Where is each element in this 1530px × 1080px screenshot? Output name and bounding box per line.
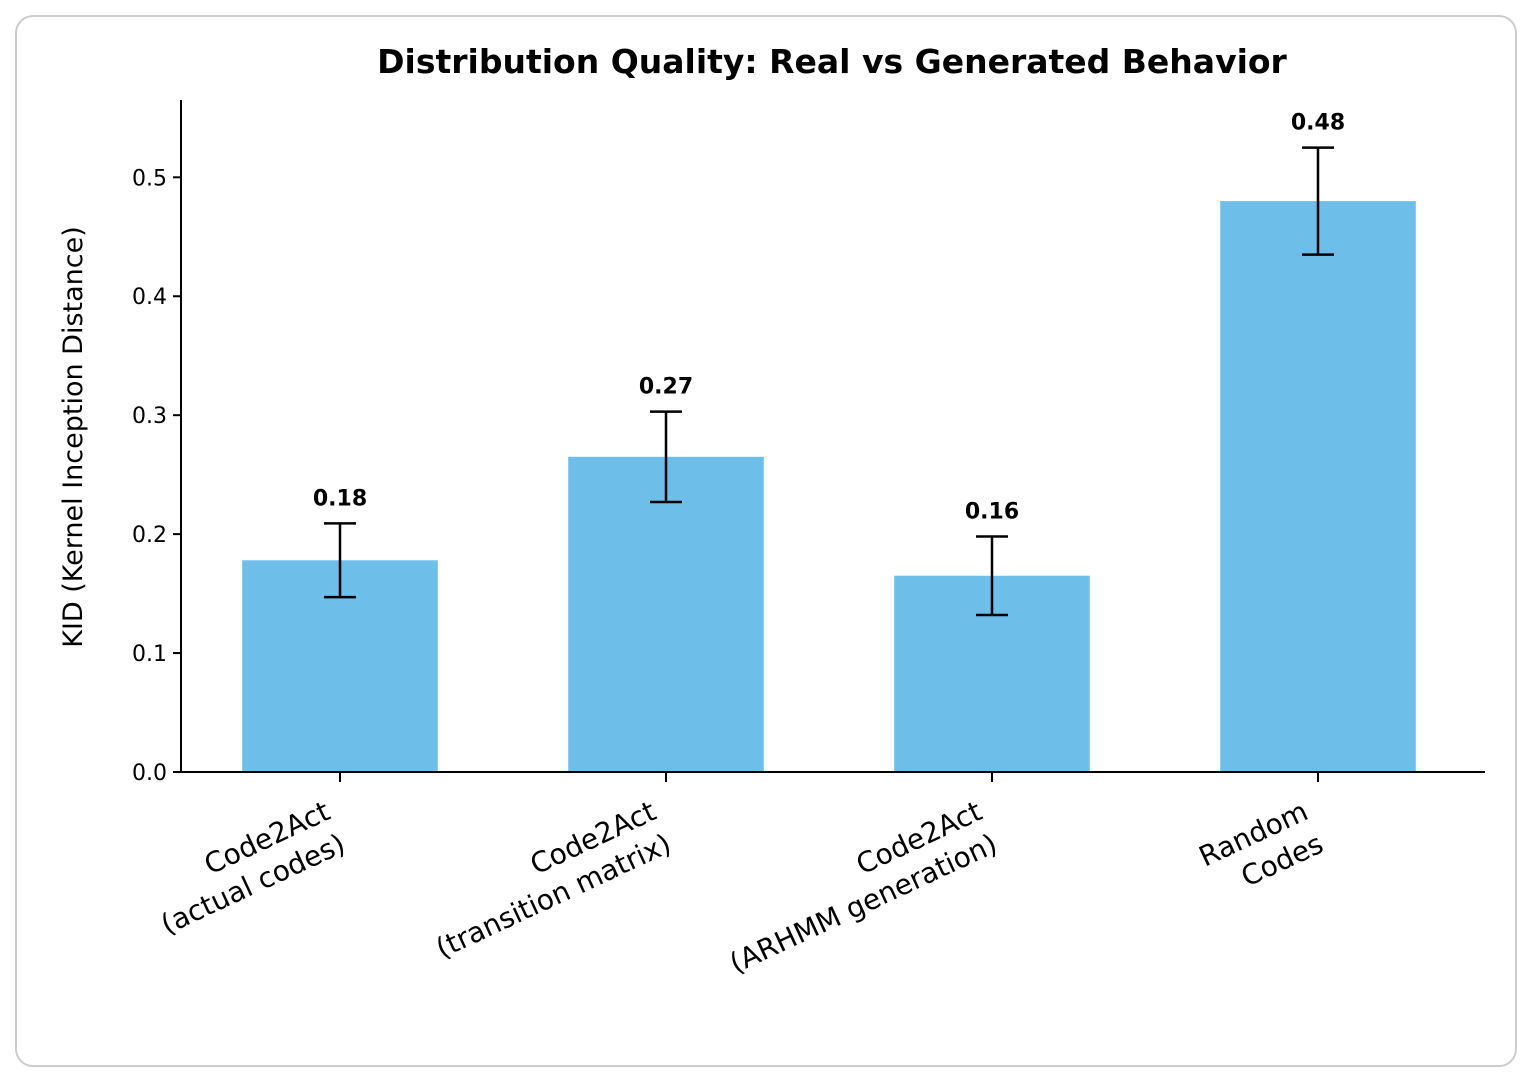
x-tick-label-2: Code2Act(ARHMM generation) [709, 794, 1002, 980]
y-tick-label-3: 0.3 [132, 404, 167, 429]
plot-area: 0.18 0.27 0.16 0.48 0.0 0.1 0.2 0.3 0.4 0.5 Code2A… [132, 100, 1485, 980]
chart-title: Distribution Quality: Real vs Generated … [377, 42, 1287, 81]
y-tick-label-2: 0.2 [132, 523, 167, 548]
y-tick-label-0: 0.0 [132, 761, 167, 786]
bar-1 [568, 456, 764, 772]
data-label-2: 0.16 [965, 500, 1019, 525]
data-label-1: 0.27 [639, 375, 693, 400]
y-tick-label-4: 0.4 [132, 285, 167, 310]
x-tick-label-1: Code2Act(transition matrix) [416, 794, 677, 964]
y-tick-label-1: 0.1 [132, 642, 167, 667]
y-tick-label-5: 0.5 [132, 166, 167, 191]
y-axis-label: KID (Kernel Inception Distance) [58, 226, 89, 648]
x-tick-label-3: RandomCodes [1194, 794, 1328, 906]
data-label-0: 0.18 [313, 486, 367, 511]
bar-3 [1220, 201, 1416, 772]
data-label-3: 0.48 [1291, 111, 1345, 136]
x-tick-label-0: Code2Act(actual codes) [141, 794, 351, 941]
